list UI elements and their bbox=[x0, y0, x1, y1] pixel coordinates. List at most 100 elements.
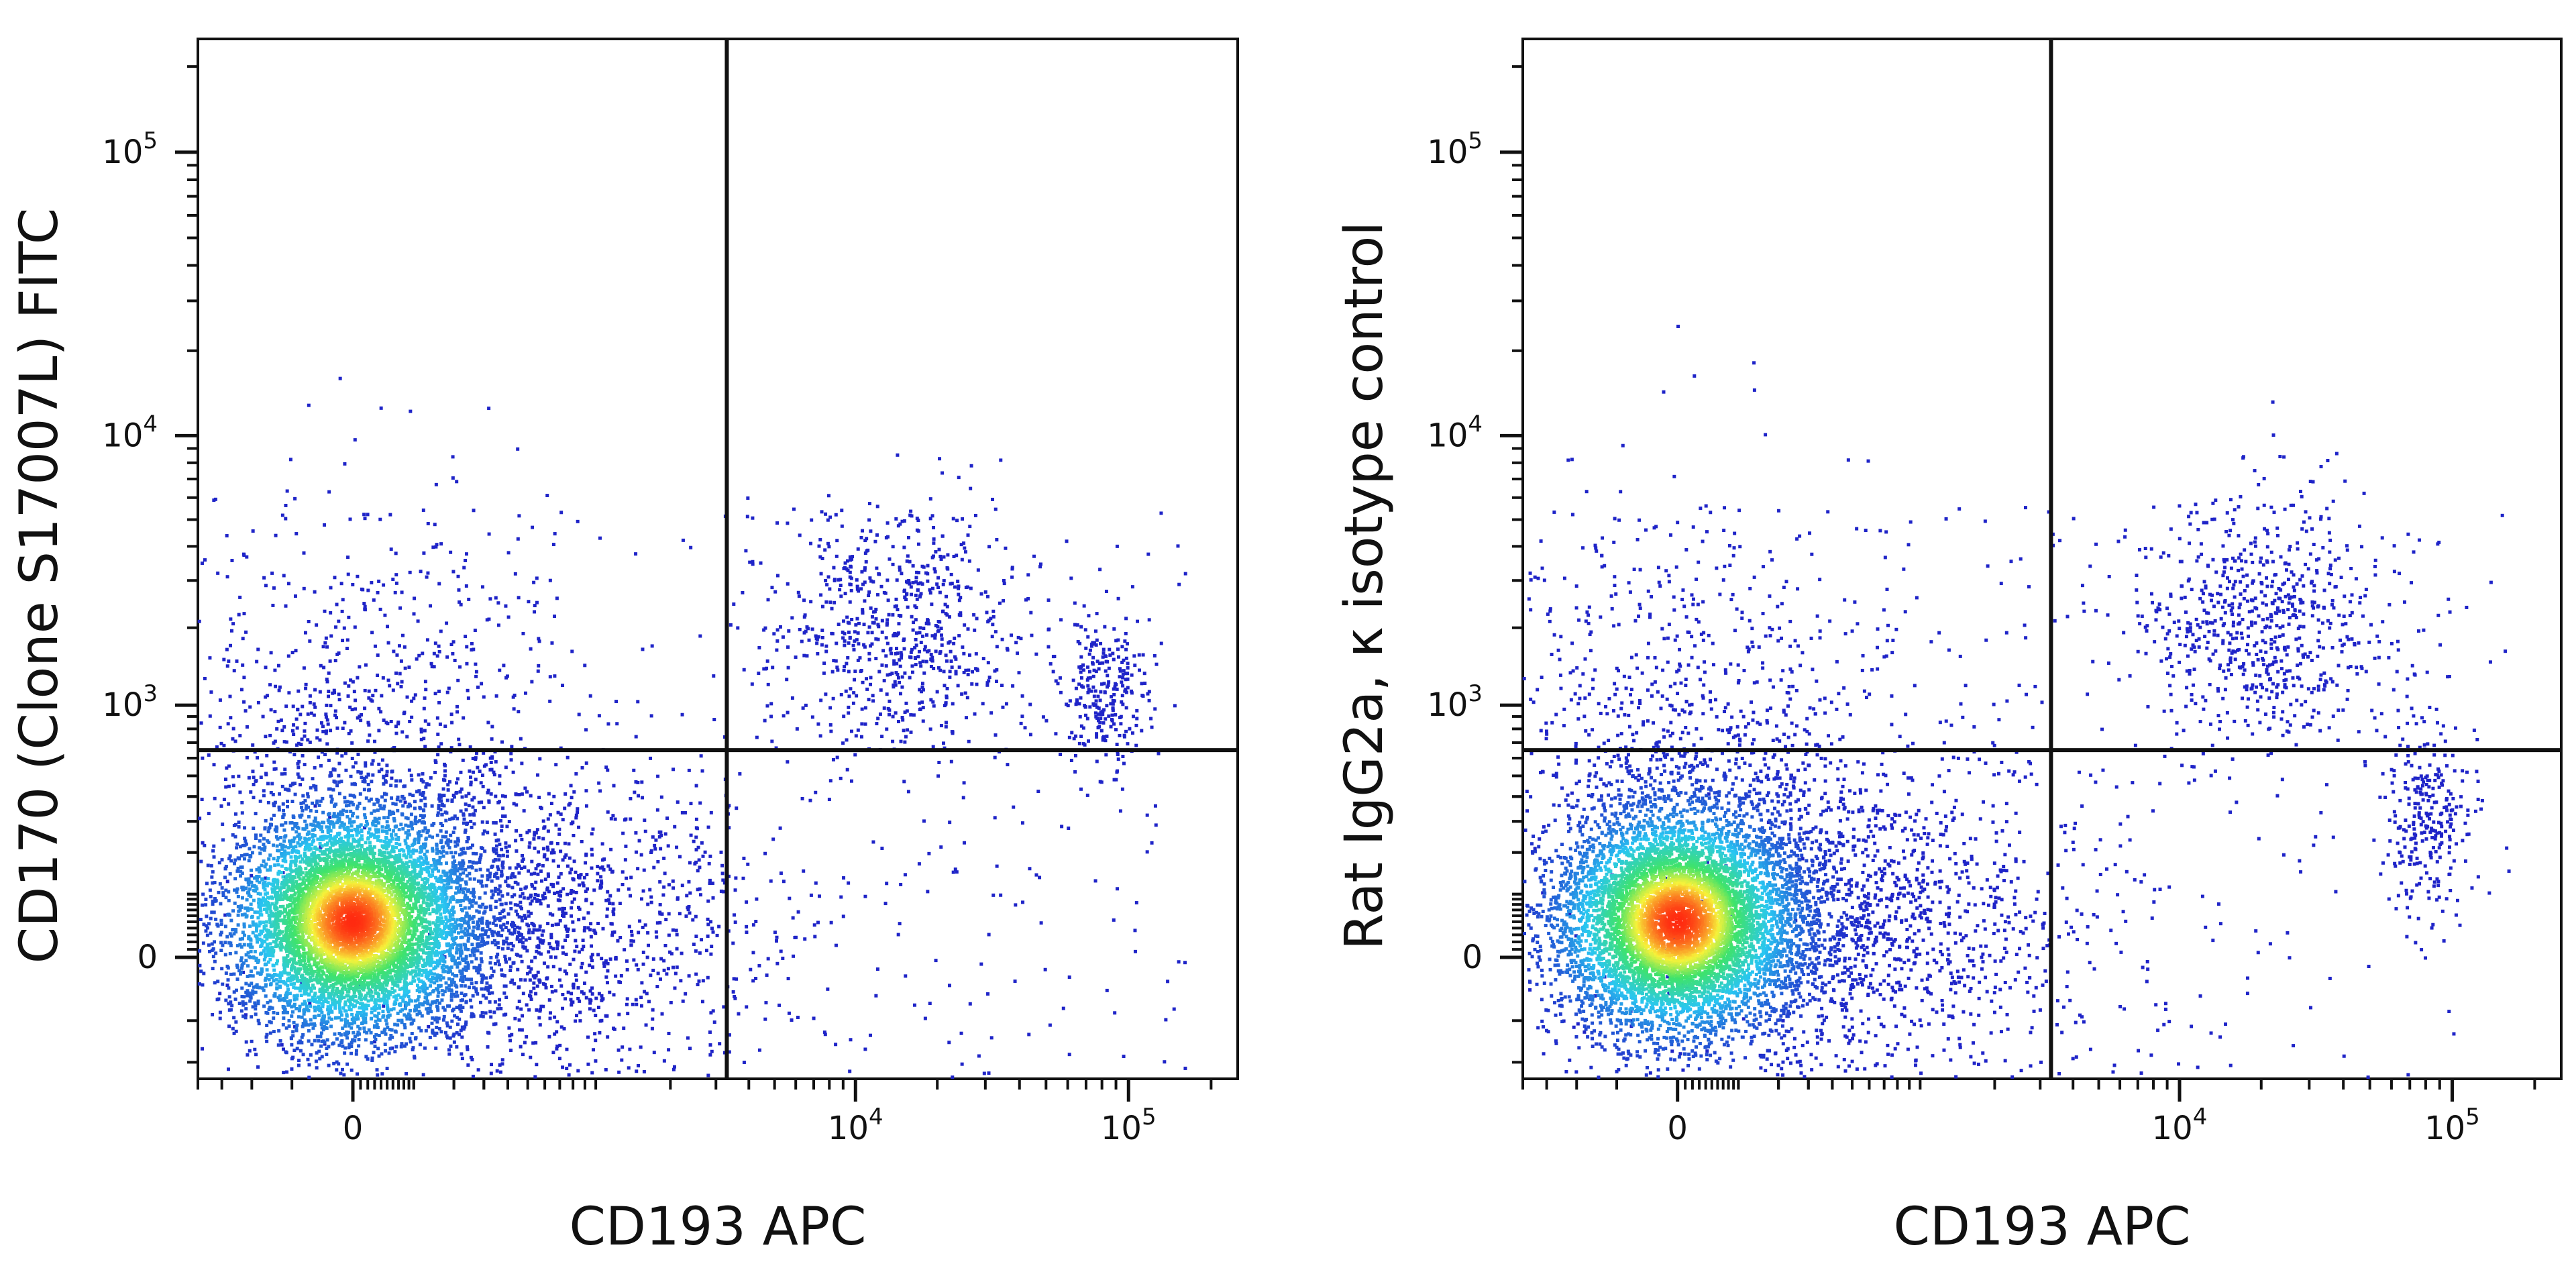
event-dot bbox=[710, 882, 714, 886]
event-dot bbox=[256, 999, 260, 1003]
event-dot bbox=[1019, 721, 1023, 725]
event-dot bbox=[356, 716, 360, 720]
event-dot bbox=[349, 809, 353, 813]
event-dot bbox=[406, 833, 410, 837]
event-dot bbox=[272, 843, 276, 847]
event-dot bbox=[1097, 706, 1101, 710]
event-dot bbox=[239, 688, 244, 692]
event-dot bbox=[488, 871, 492, 876]
event-dot bbox=[1019, 637, 1023, 641]
event-dot bbox=[242, 922, 246, 927]
event-dot bbox=[551, 965, 555, 969]
event-dot bbox=[1049, 662, 1053, 666]
event-dot bbox=[363, 604, 367, 608]
event-dot bbox=[323, 641, 327, 645]
event-dot bbox=[1087, 739, 1091, 743]
event-dot bbox=[468, 877, 472, 881]
event-dot bbox=[350, 1026, 354, 1030]
event-dot bbox=[248, 705, 252, 709]
event-dot bbox=[458, 1004, 462, 1008]
event-dot bbox=[546, 874, 550, 878]
event-dot bbox=[1102, 651, 1106, 655]
event-dot bbox=[504, 960, 508, 964]
event-dot bbox=[764, 1001, 768, 1005]
event-dot bbox=[519, 938, 523, 942]
event-dot bbox=[1123, 689, 1127, 693]
event-dot bbox=[453, 844, 458, 848]
event-dot bbox=[900, 653, 904, 657]
event-dot bbox=[592, 929, 596, 933]
event-dot bbox=[631, 939, 635, 943]
event-dot bbox=[896, 651, 900, 655]
event-dot bbox=[652, 865, 656, 869]
event-dot bbox=[1115, 742, 1119, 746]
event-dot bbox=[712, 674, 716, 678]
event-dot bbox=[1159, 511, 1163, 515]
event-dot bbox=[1094, 715, 1098, 719]
event-dot bbox=[1038, 562, 1042, 566]
event-dot bbox=[223, 924, 227, 929]
event-dot bbox=[482, 806, 486, 810]
event-dot bbox=[1124, 672, 1128, 676]
event-dot bbox=[885, 578, 890, 582]
event-dot bbox=[234, 951, 238, 955]
event-dot bbox=[708, 1053, 712, 1057]
event-dot bbox=[347, 1022, 351, 1026]
event-dot bbox=[270, 782, 274, 786]
event-dot bbox=[865, 687, 869, 691]
event-dot bbox=[885, 673, 890, 677]
event-dot bbox=[557, 978, 561, 982]
event-dot bbox=[394, 779, 398, 783]
event-dot bbox=[385, 1067, 389, 1071]
event-dot bbox=[651, 957, 655, 961]
event-dot bbox=[303, 819, 307, 823]
event-dot bbox=[532, 986, 536, 990]
event-dot bbox=[460, 957, 464, 961]
event-dot bbox=[941, 534, 945, 538]
event-dot bbox=[839, 578, 843, 582]
event-dot bbox=[542, 826, 546, 830]
event-dot bbox=[931, 745, 935, 749]
event-dot bbox=[496, 917, 500, 921]
event-dot bbox=[356, 804, 360, 808]
event-dot bbox=[227, 898, 231, 902]
event-dot bbox=[847, 705, 851, 709]
event-dot bbox=[201, 983, 205, 987]
event-dot bbox=[271, 792, 275, 796]
event-dot bbox=[210, 875, 214, 879]
event-dot bbox=[511, 961, 515, 965]
event-dot bbox=[920, 685, 924, 689]
event-dot bbox=[1002, 582, 1006, 586]
event-dot bbox=[751, 516, 755, 520]
event-dot bbox=[525, 831, 529, 835]
event-dot bbox=[673, 986, 677, 990]
event-dot bbox=[386, 1026, 390, 1030]
event-dot bbox=[530, 859, 534, 863]
event-dot bbox=[871, 580, 875, 584]
event-dot bbox=[1010, 575, 1014, 579]
event-dot bbox=[341, 727, 345, 731]
event-dot bbox=[567, 803, 571, 807]
event-dot bbox=[296, 708, 300, 712]
event-dot bbox=[490, 1063, 494, 1067]
event-dot bbox=[561, 887, 566, 891]
event-dot bbox=[435, 1020, 439, 1024]
event-dot bbox=[556, 898, 560, 902]
event-dot bbox=[243, 853, 247, 857]
event-dot bbox=[418, 1002, 422, 1006]
event-dot bbox=[370, 811, 374, 815]
event-dot bbox=[796, 590, 800, 594]
event-dot bbox=[1061, 1006, 1065, 1010]
event-dot bbox=[237, 825, 241, 829]
event-dot bbox=[219, 933, 223, 937]
event-dot bbox=[966, 673, 970, 677]
event-dot bbox=[1120, 694, 1124, 698]
event-dot bbox=[696, 869, 700, 873]
event-dot bbox=[905, 559, 909, 563]
event-dot bbox=[1094, 643, 1098, 647]
event-dot bbox=[612, 1026, 616, 1030]
event-dot bbox=[694, 914, 698, 918]
event-dot bbox=[533, 871, 537, 876]
event-dot bbox=[741, 876, 745, 880]
event-dot bbox=[436, 861, 440, 865]
